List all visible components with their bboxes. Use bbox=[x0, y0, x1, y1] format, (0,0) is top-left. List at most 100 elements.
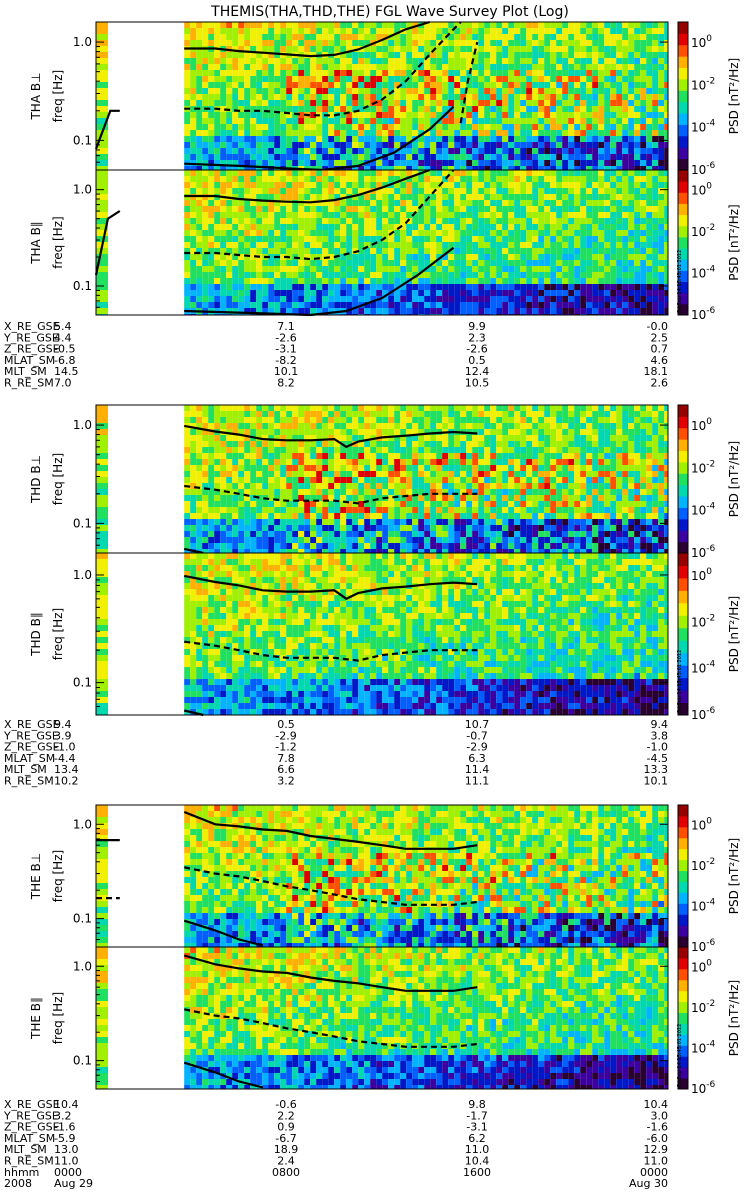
psd-cell bbox=[466, 22, 473, 28]
psd-cell bbox=[574, 82, 581, 88]
psd-cell bbox=[592, 94, 599, 100]
psd-cell bbox=[586, 200, 593, 206]
psd-cell bbox=[274, 52, 281, 58]
psd-cell bbox=[598, 206, 605, 212]
psd-cell bbox=[454, 290, 461, 296]
psd-cell bbox=[466, 200, 473, 206]
psd-cell bbox=[376, 543, 383, 549]
psd-cell bbox=[250, 52, 257, 58]
psd-cell bbox=[364, 166, 371, 170]
psd-cell bbox=[664, 308, 668, 314]
psd-cell bbox=[280, 154, 287, 160]
psd-cell bbox=[280, 182, 287, 188]
psd-cell bbox=[538, 130, 545, 136]
psd-cell bbox=[316, 465, 323, 471]
psd-cell bbox=[574, 278, 581, 284]
psd-cell bbox=[364, 537, 371, 543]
psd-cell bbox=[208, 28, 215, 34]
psd-cell bbox=[334, 130, 341, 136]
psd-cell bbox=[592, 212, 599, 218]
psd-cell bbox=[622, 112, 629, 118]
psd-cell bbox=[532, 40, 539, 46]
psd-cell bbox=[196, 52, 203, 58]
psd-cell bbox=[526, 308, 533, 314]
psd-cell bbox=[460, 160, 467, 166]
psd-cell bbox=[586, 224, 593, 230]
psd-cell bbox=[634, 212, 641, 218]
psd-cell bbox=[280, 70, 287, 76]
psd-cell bbox=[556, 296, 563, 302]
psd-cell bbox=[184, 76, 191, 82]
psd-cell bbox=[352, 525, 359, 531]
psd-cell bbox=[484, 112, 491, 118]
psd-cell bbox=[436, 266, 443, 272]
psd-cell bbox=[292, 423, 299, 429]
psd-cell bbox=[226, 411, 233, 417]
psd-cell bbox=[190, 489, 197, 495]
psd-cell bbox=[364, 459, 371, 465]
psd-cell bbox=[508, 266, 515, 272]
psd-cell bbox=[568, 136, 575, 142]
psd-cell bbox=[220, 106, 227, 112]
psd-cell bbox=[328, 22, 335, 28]
psd-cell bbox=[208, 64, 215, 70]
psd-cell bbox=[664, 284, 668, 290]
psd-cell bbox=[448, 142, 455, 148]
psd-cell bbox=[598, 212, 605, 218]
psd-cell bbox=[232, 501, 239, 507]
psd-cell bbox=[202, 118, 209, 124]
psd-cell bbox=[604, 212, 611, 218]
psd-cell bbox=[286, 46, 293, 52]
psd-cell bbox=[214, 182, 221, 188]
psd-cell bbox=[328, 100, 335, 106]
psd-cell bbox=[400, 194, 407, 200]
psd-cell bbox=[664, 170, 668, 176]
psd-cell bbox=[484, 296, 491, 302]
psd-cell bbox=[286, 34, 293, 40]
psd-cell bbox=[400, 302, 407, 308]
psd-cell bbox=[280, 453, 287, 459]
psd-cell bbox=[196, 429, 203, 435]
psd-cell bbox=[208, 22, 215, 28]
psd-cell bbox=[232, 28, 239, 34]
psd-cell bbox=[484, 106, 491, 112]
psd-cell bbox=[526, 142, 533, 148]
psd-cell bbox=[292, 206, 299, 212]
psd-cell bbox=[190, 236, 197, 242]
psd-cell bbox=[586, 266, 593, 272]
psd-cell bbox=[202, 272, 209, 278]
psd-cell bbox=[238, 176, 245, 182]
psd-cell bbox=[430, 100, 437, 106]
psd-cell bbox=[520, 170, 527, 176]
psd-cell bbox=[370, 519, 377, 525]
psd-cell bbox=[430, 248, 437, 254]
psd-cell bbox=[196, 88, 203, 94]
psd-cell bbox=[202, 441, 209, 447]
psd-cell bbox=[574, 22, 581, 28]
psd-cell bbox=[238, 182, 245, 188]
psd-cell bbox=[334, 465, 341, 471]
psd-cell bbox=[340, 76, 347, 82]
psd-cell bbox=[424, 136, 431, 142]
psd-cell bbox=[508, 100, 515, 106]
psd-cell bbox=[580, 154, 587, 160]
psd-cell bbox=[256, 519, 263, 525]
psd-cell bbox=[412, 112, 419, 118]
psd-cell bbox=[220, 170, 227, 176]
psd-cell bbox=[292, 308, 299, 314]
psd-cell bbox=[412, 52, 419, 58]
psd-cell bbox=[304, 242, 311, 248]
psd-cell bbox=[436, 112, 443, 118]
psd-cell bbox=[316, 58, 323, 64]
psd-cell bbox=[370, 254, 377, 260]
psd-cell bbox=[304, 411, 311, 417]
psd-cell bbox=[268, 272, 275, 278]
psd-cell bbox=[250, 513, 257, 519]
psd-cell bbox=[520, 218, 527, 224]
psd-cell bbox=[208, 200, 215, 206]
psd-cell bbox=[310, 453, 317, 459]
psd-cell bbox=[262, 176, 269, 182]
psd-cell bbox=[286, 537, 293, 543]
psd-cell bbox=[616, 148, 623, 154]
psd-cell bbox=[244, 40, 251, 46]
